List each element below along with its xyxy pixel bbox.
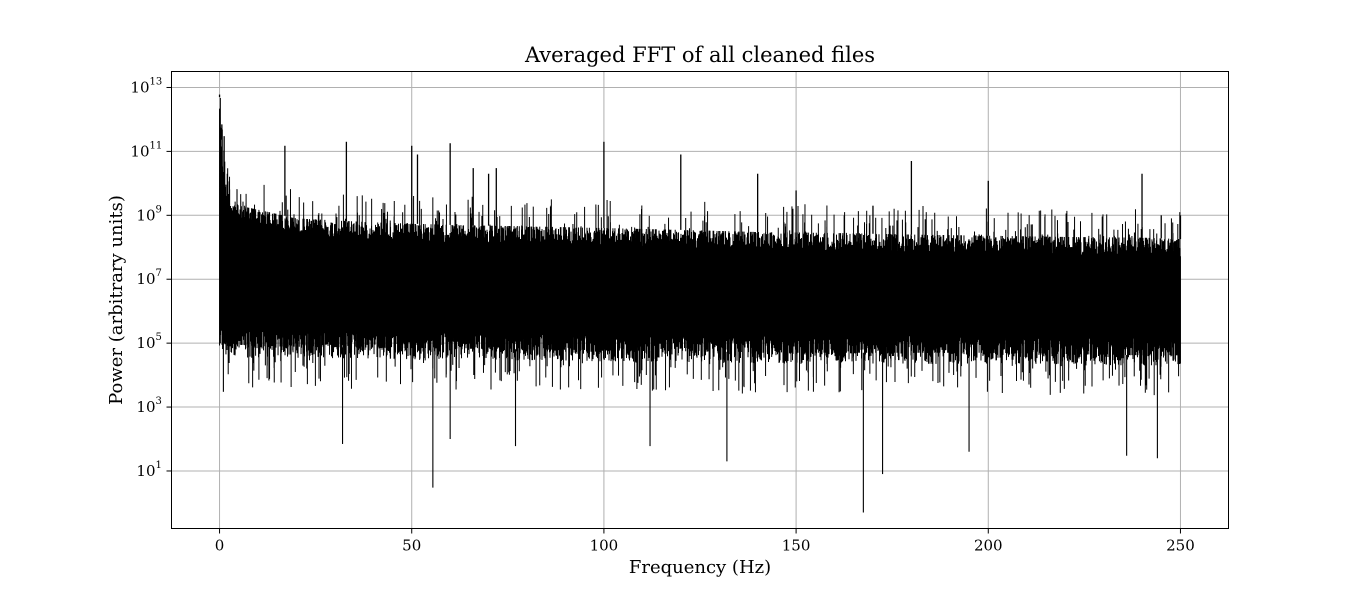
- y-tick-base: 10: [130, 78, 149, 96]
- fft-series-line: [219, 108, 1181, 367]
- y-tick-exponent: 11: [150, 140, 163, 151]
- y-tick-base: 10: [136, 334, 155, 352]
- x-tick-label: 50: [402, 537, 421, 555]
- y-tick-exponent: 5: [156, 332, 162, 343]
- y-tick-label: 10 3: [136, 396, 161, 416]
- y-tick-base: 10: [130, 142, 149, 160]
- plot-frame: [171, 71, 1229, 529]
- y-tick-base: 10: [136, 206, 155, 224]
- x-tick-label: 150: [782, 537, 811, 555]
- x-tick-label: 100: [590, 537, 619, 555]
- y-tick-label: 10 9: [136, 204, 161, 224]
- y-axis-label: Power (arbitrary units): [106, 195, 127, 405]
- y-tick-label: 10 5: [136, 332, 161, 352]
- x-tick-label: 250: [1166, 537, 1195, 555]
- y-tick-exponent: 9: [156, 204, 162, 215]
- fft-series-group: [218, 94, 1182, 513]
- y-tick-exponent: 1: [156, 460, 162, 471]
- y-tick-exponent: 7: [156, 268, 162, 279]
- x-tick-label: 200: [974, 537, 1003, 555]
- fft-noise-spikes: [219, 97, 1181, 396]
- y-tick-exponent: 3: [156, 396, 162, 407]
- x-tick-label: 0: [215, 537, 225, 555]
- y-tick-label: 10 7: [136, 268, 161, 288]
- y-tick-label: 10 13: [130, 76, 162, 96]
- y-tick-label: 10 11: [130, 140, 162, 160]
- y-tick-base: 10: [136, 270, 155, 288]
- y-tick-base: 10: [136, 462, 155, 480]
- y-tick-exponent: 13: [150, 76, 163, 87]
- y-tick-base: 10: [136, 398, 155, 416]
- chart-title: Averaged FFT of all cleaned files: [524, 43, 875, 67]
- x-axis-label: Frequency (Hz): [629, 557, 771, 578]
- y-tick-label: 10 1: [136, 460, 161, 480]
